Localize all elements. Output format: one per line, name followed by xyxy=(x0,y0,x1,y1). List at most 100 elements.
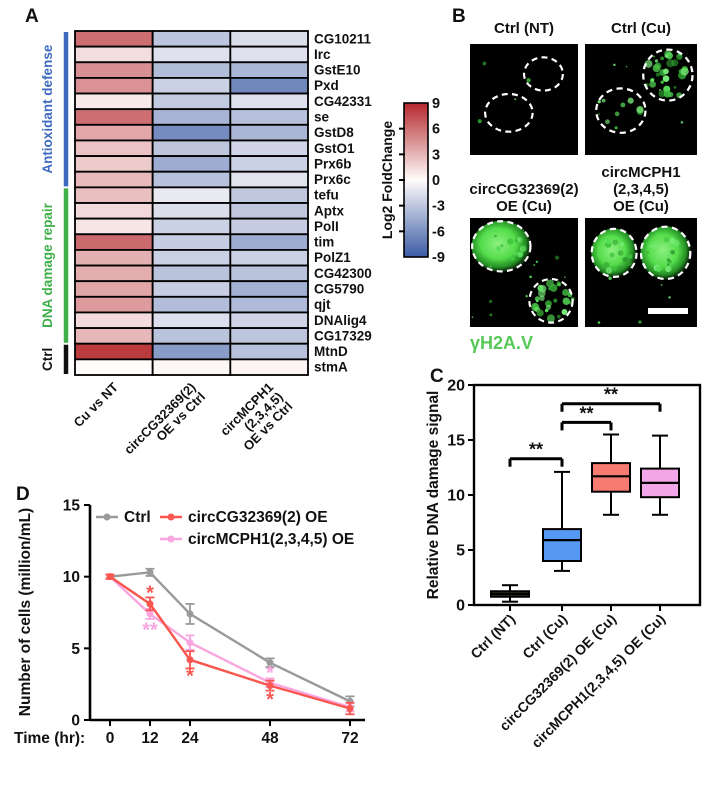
heatmap-cell xyxy=(229,264,309,283)
colorbar xyxy=(403,102,429,258)
signal-dot xyxy=(544,308,549,313)
heatmap-cell xyxy=(151,123,232,142)
heatmap-cell xyxy=(151,30,232,48)
y-tick-label: 10 xyxy=(63,569,80,586)
x-tick-label: 48 xyxy=(261,730,279,747)
signal-dot xyxy=(557,283,562,287)
legend-label: circCG32369(2) OE xyxy=(188,509,328,526)
signal-dot xyxy=(492,227,496,232)
signal-dot xyxy=(655,265,662,273)
sig-asterisk: ** xyxy=(142,620,158,642)
data-point xyxy=(346,705,354,713)
heatmap-cell xyxy=(229,358,309,376)
heatmap-cell xyxy=(74,139,154,157)
heatmap-cell xyxy=(151,202,232,220)
micro-image-ctrl-nt xyxy=(470,44,578,155)
column-label: Cu vs NT xyxy=(71,379,121,429)
boxplot-panel: 0 5 10 15 20 Relative DNA damage signal Ctrl (… xyxy=(425,378,702,751)
column-label: circCG32369(2)OE vs Ctrl xyxy=(121,380,208,467)
y-tick-label: 15 xyxy=(63,498,81,515)
signal-dot xyxy=(651,77,655,82)
gene-label: CG10211 xyxy=(314,31,372,46)
signal-dot xyxy=(644,60,653,68)
signal-dot xyxy=(500,243,504,248)
signal-dot xyxy=(553,298,558,303)
signal-dot xyxy=(489,313,493,317)
heatmap-cell xyxy=(229,123,309,142)
signal-dot xyxy=(606,240,611,245)
heatmap-cell xyxy=(229,342,309,361)
heatmap-cell xyxy=(74,202,154,220)
heatmap-cell xyxy=(151,155,232,173)
heatmap-cell xyxy=(229,45,309,64)
signal-dot xyxy=(545,300,552,308)
bright-nucleus xyxy=(640,226,691,280)
heatmap-cell xyxy=(151,92,232,111)
data-point xyxy=(146,610,154,618)
signal-dot xyxy=(536,309,544,317)
signal-dot xyxy=(494,234,497,238)
heatmap-cell xyxy=(151,61,232,79)
colorbar-tick-label: -6 xyxy=(432,224,445,240)
signal-dot xyxy=(533,263,536,267)
signal-dot xyxy=(535,260,539,264)
colorbar-tick-label: 0 xyxy=(432,173,440,189)
signal-dot xyxy=(655,72,661,77)
gene-label: DNAlig4 xyxy=(314,313,367,328)
signal-dot xyxy=(654,62,662,70)
column-label: circMCPH1(2,3,4,5)OE vs Ctrl xyxy=(217,380,295,458)
signal-dot xyxy=(680,121,684,124)
nucleus-outline xyxy=(522,56,564,92)
legend-label: circMCPH1(2,3,4,5) OE xyxy=(188,531,354,548)
signal-dot xyxy=(537,286,543,292)
y-tick-label: 10 xyxy=(447,488,465,505)
y-tick-label: 20 xyxy=(447,378,465,395)
gene-label: Prx6c xyxy=(314,172,351,187)
legend-label: Ctrl xyxy=(124,509,151,526)
heatmap-cell xyxy=(151,358,232,376)
y-tick-label: 5 xyxy=(71,641,80,658)
signal-dot xyxy=(513,251,518,256)
image-title: Ctrl (Cu) xyxy=(611,20,671,37)
heatmap-cell xyxy=(74,233,154,251)
nucleus-outline xyxy=(528,277,574,324)
signal-dot xyxy=(663,236,670,243)
y-tick-label: 5 xyxy=(456,543,465,560)
colorbar-tick-label: 3 xyxy=(432,147,440,163)
sig-label: ** xyxy=(529,440,543,460)
heatmap-cell xyxy=(151,170,232,189)
sig-asterisk: * xyxy=(266,663,274,685)
signal-dot xyxy=(665,267,670,273)
signal-dot xyxy=(651,241,659,248)
x-tick-label: Ctrl (Cu) xyxy=(519,611,570,662)
heatmap-cell xyxy=(74,342,154,361)
signal-dot xyxy=(625,65,628,68)
nucleus-outline xyxy=(595,87,647,134)
colorbar-tick-label: -9 xyxy=(432,250,445,266)
x-tick-label: 72 xyxy=(341,730,358,747)
stain-label: γH2A.V xyxy=(470,333,534,353)
signal-dot xyxy=(597,113,600,116)
signal-dot xyxy=(477,119,482,124)
box xyxy=(542,528,582,563)
signal-dot xyxy=(614,111,620,117)
signal-dot xyxy=(564,276,566,278)
panel-b-label: B xyxy=(452,6,466,27)
x-tick-label: 12 xyxy=(141,730,158,747)
heatmap-cell xyxy=(229,295,309,314)
signal-dot xyxy=(615,264,619,268)
heatmap-cell xyxy=(151,233,232,251)
panel-d-label: D xyxy=(16,484,30,505)
signal-dot xyxy=(482,61,487,66)
data-point xyxy=(146,568,154,576)
row-group-label: Ctrl xyxy=(40,348,55,371)
heatmap-cell xyxy=(151,186,232,204)
heatmap-cell xyxy=(229,186,309,204)
signal-dot xyxy=(471,316,474,319)
signal-dot xyxy=(622,257,628,262)
x-tick-label: Ctrl (NT) xyxy=(467,611,518,662)
linechart-panel: 0 5 10 15 Number of cells (million/mL) Time (… xyxy=(14,498,365,747)
heatmap-cell xyxy=(74,61,154,79)
signal-dot xyxy=(526,77,531,83)
